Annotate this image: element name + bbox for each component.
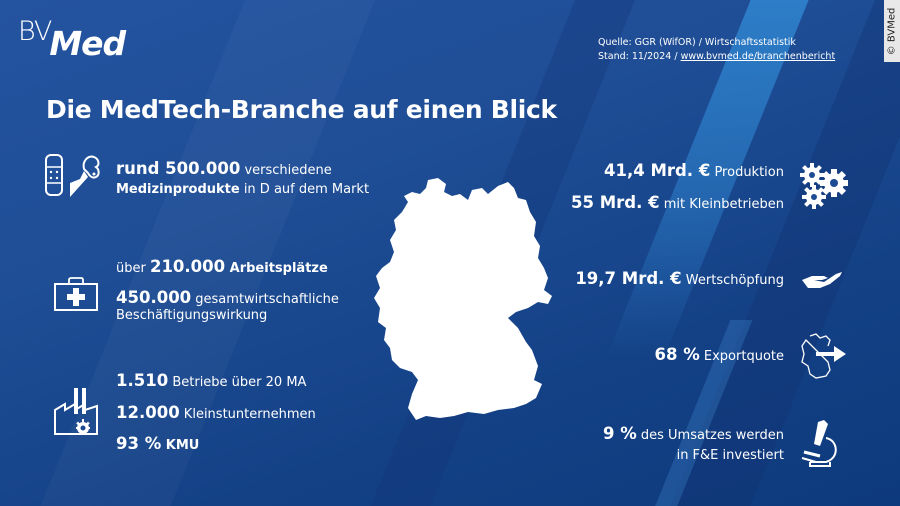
- stat-label: Wertschöpfung: [681, 273, 784, 288]
- stat-jobs: über 210.000 Arbeitsplätze 450.000 gesam…: [116, 257, 339, 325]
- stat-label: über: [116, 261, 150, 276]
- stat-label: in D auf dem Markt: [239, 181, 370, 197]
- microscope-icon: [800, 418, 842, 468]
- stat-value: 93 %: [116, 434, 162, 454]
- first-aid-kit-icon: [53, 276, 99, 312]
- logo-main: Med: [49, 24, 126, 63]
- source-line: Quelle: GGR (WifOR) / Wirtschaftsstatist…: [598, 37, 796, 48]
- status-line: Stand: 11/2024 / www.bvmed.de/branchenbe…: [598, 50, 835, 64]
- stat-label: verschiedene: [240, 163, 332, 178]
- stat-label: gesamtwirtschaftliche: [191, 291, 339, 307]
- stat-value: 55 Mrd. €: [571, 192, 660, 212]
- stat-label: Exportquote: [699, 349, 784, 364]
- stat-label: des Umsatzes werden: [636, 428, 784, 443]
- stat-value: Medizinprodukte: [116, 181, 240, 197]
- stat-value: 19,7 Mrd. €: [575, 269, 682, 288]
- stat-label: Betriebe über 20 MA: [168, 375, 307, 390]
- stat-products: rund 500.000 verschiedene Medizinprodukt…: [116, 159, 369, 198]
- logo-prefix: BV: [18, 16, 52, 47]
- bvmed-logo: BV Med: [18, 16, 126, 63]
- stat-research: 9 % des Umsatzes werden in F&E investier…: [603, 424, 784, 464]
- factory-gear-icon: [53, 386, 99, 436]
- stat-value: 210.000: [149, 257, 226, 276]
- status-prefix: Stand: 11/2024 /: [598, 51, 681, 62]
- stat-label: Arbeitsplätze: [225, 261, 328, 276]
- copyright-badge: © BVMed: [884, 0, 900, 62]
- stat-value: 68 %: [654, 345, 700, 364]
- stat-value: 12.000: [116, 402, 180, 422]
- gears-icon: [800, 163, 850, 209]
- open-hand-icon: [800, 268, 844, 292]
- source-note: Quelle: GGR (WifOR) / Wirtschaftsstatist…: [598, 36, 835, 64]
- germany-map-icon: [368, 172, 568, 427]
- page-title: Die MedTech-Branche auf einen Blick: [46, 95, 557, 124]
- stat-value: rund 500.000: [116, 159, 241, 178]
- stat-label: Kleinstunternehmen: [179, 406, 316, 422]
- germany-export-arrow-icon: [800, 332, 848, 380]
- stat-companies: 1.510 Betriebe über 20 MA 12.000 Kleinst…: [116, 371, 316, 455]
- bandage-and-scalpel-icon: [44, 153, 104, 199]
- stat-label: Produktion: [710, 165, 784, 180]
- stat-value: 9 %: [602, 424, 637, 443]
- stat-label: in F&E investiert: [676, 447, 784, 463]
- stat-label: mit Kleinbetrieben: [659, 196, 784, 212]
- stat-value: 1.510: [116, 371, 169, 390]
- stat-production: 41,4 Mrd. € Produktion 55 Mrd. € mit Kle…: [571, 161, 784, 213]
- stat-label: KMU: [161, 438, 200, 454]
- stat-value: 450.000: [116, 287, 192, 307]
- stat-value-added: 19,7 Mrd. € Wertschöpfung: [575, 269, 784, 290]
- source-link[interactable]: www.bvmed.de/branchenbericht: [680, 51, 836, 62]
- stat-export: 68 % Exportquote: [655, 345, 784, 366]
- stat-label: Beschäftigungswirkung: [116, 308, 268, 324]
- stat-value: 41,4 Mrd. €: [603, 161, 711, 180]
- copyright-text: © BVMed: [886, 7, 898, 55]
